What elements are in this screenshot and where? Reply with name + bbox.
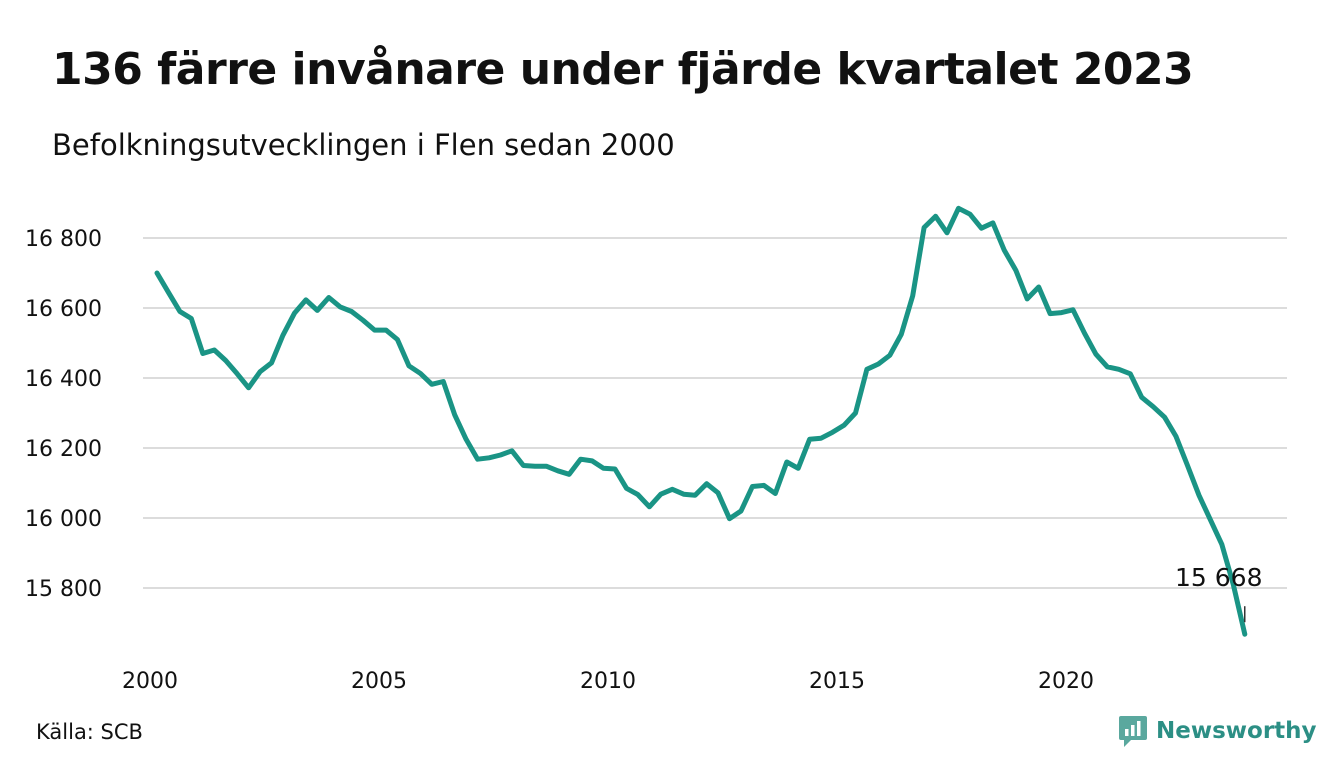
chart-title: 136 färre invånare under fjärde kvartale… xyxy=(52,44,1194,95)
y-tick-label: 16 200 xyxy=(25,437,102,462)
grid-lines xyxy=(143,237,1287,589)
brand-logo[interactable]: Newsworthy xyxy=(1118,713,1317,749)
series-line xyxy=(154,205,1248,637)
x-tick-label: 2020 xyxy=(1038,669,1094,694)
y-tick-label: 16 000 xyxy=(25,507,102,532)
brand-name: Newsworthy xyxy=(1156,718,1317,744)
y-tick-label: 16 600 xyxy=(25,297,102,322)
chart-subtitle: Befolkningsutvecklingen i Flen sedan 200… xyxy=(52,128,675,162)
y-tick-label: 15 800 xyxy=(25,577,102,602)
y-tick-label: 16 400 xyxy=(25,367,102,392)
x-tick-label: 2010 xyxy=(580,669,636,694)
newsworthy-logo-icon xyxy=(1119,716,1147,747)
annotation-layer: 15 668 xyxy=(1175,563,1262,623)
y-axis-tick-labels: 15 800 16 000 16 200 16 400 16 600 16 800 xyxy=(25,227,102,602)
x-axis-tick-labels: 2000 2005 2010 2015 2020 xyxy=(122,669,1094,694)
series-layer xyxy=(154,205,1248,637)
last-value-label: 15 668 xyxy=(1175,563,1262,592)
y-tick-label: 16 800 xyxy=(25,227,102,252)
x-tick-label: 2000 xyxy=(122,669,178,694)
x-tick-label: 2015 xyxy=(809,669,865,694)
x-tick-label: 2005 xyxy=(351,669,407,694)
source-label: Källa: SCB xyxy=(36,720,143,744)
